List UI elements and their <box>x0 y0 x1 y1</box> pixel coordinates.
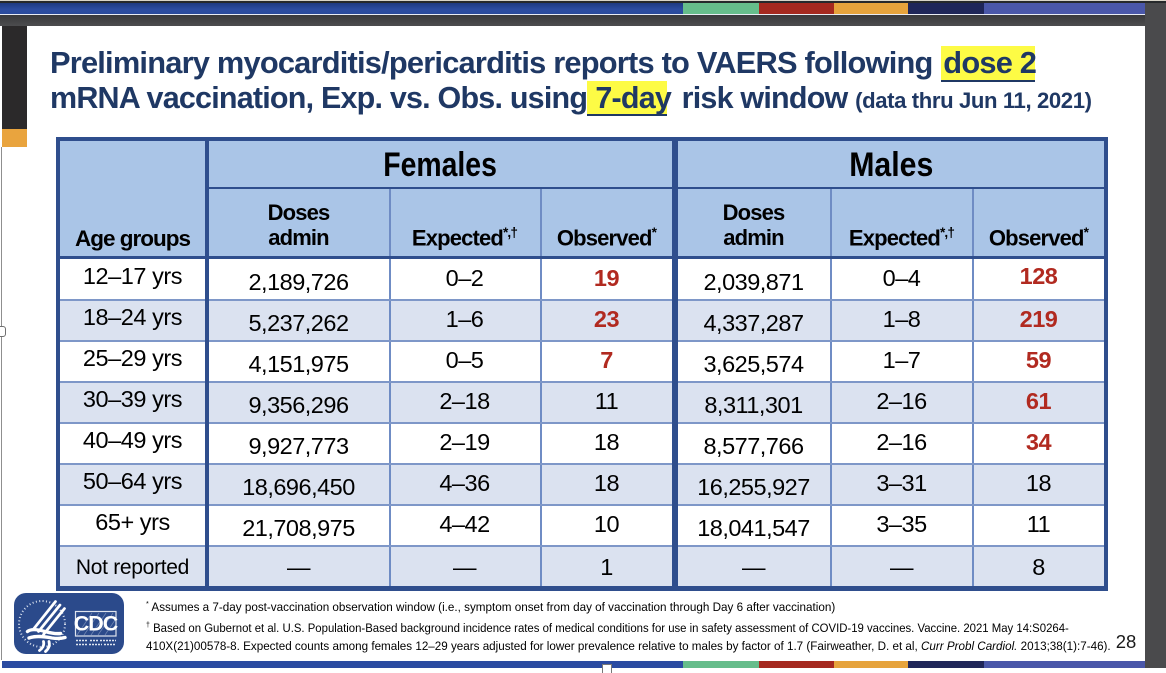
svg-text:CDC: CDC <box>74 611 118 635</box>
